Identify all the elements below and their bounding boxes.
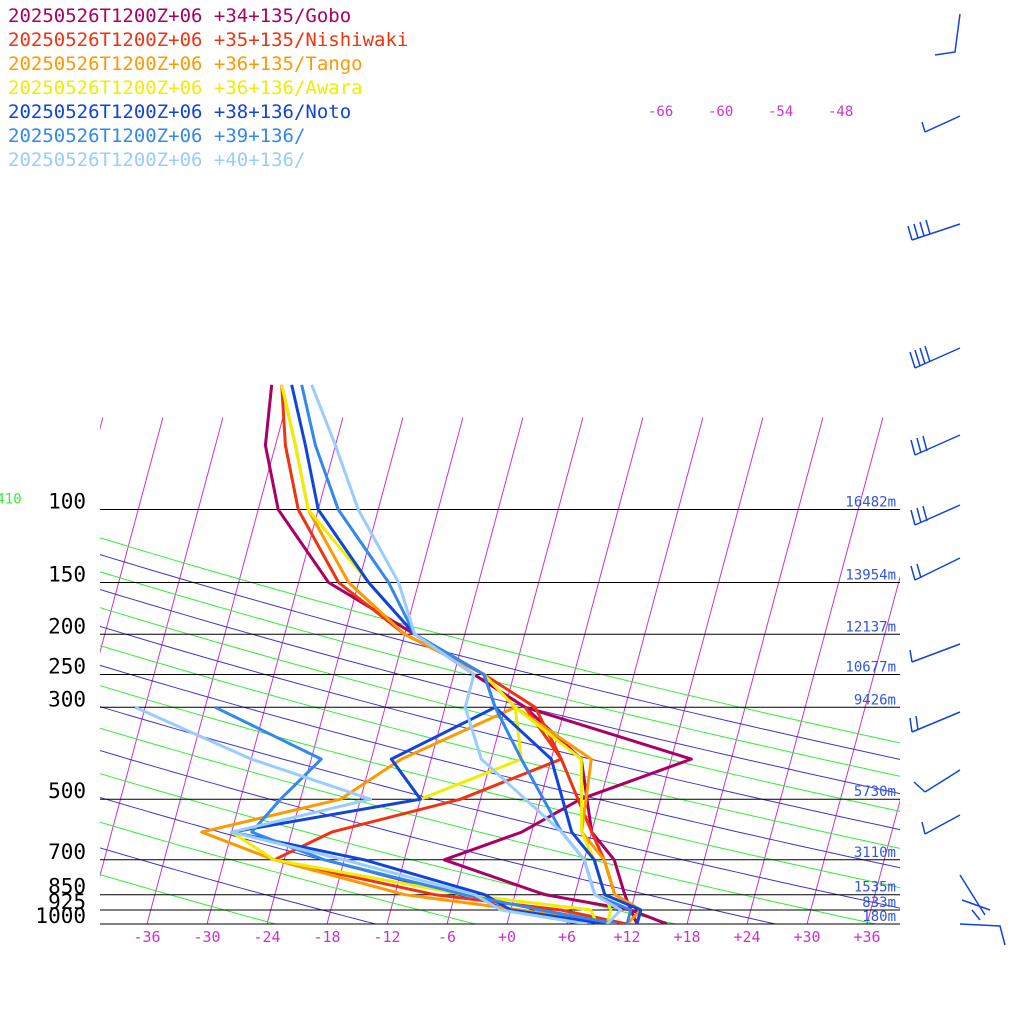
pressure-label: 925 [48,890,86,914]
height-label: 180m [862,909,896,925]
wind-barb [909,345,961,369]
isotherm [446,417,584,924]
isotherm-label: -60 [708,104,733,120]
height-label: 13954m [845,568,896,584]
isotherm [686,417,824,924]
series-lines [134,384,693,924]
isotherm [100,417,164,654]
series-line [310,384,623,924]
dry-adiabat [100,727,876,924]
isotherm [146,417,284,924]
isotherm [326,417,464,924]
pressure-label: 850 [48,875,86,899]
wind-barb [909,643,961,663]
wind-barb [909,711,961,733]
x-tick-label: +6 [558,928,576,946]
theta-label: 410 [0,492,22,508]
x-tick-label: +12 [613,928,640,946]
wind-barb [913,769,961,793]
wind-barb [921,814,961,835]
dry-adiabat [100,706,900,909]
dry-adiabat [100,537,900,744]
dry-adiabat [100,749,776,924]
height-label: 16482m [845,495,896,511]
series-line [134,705,588,924]
height-label: 9426m [854,692,896,708]
dry-adiabat [100,571,900,777]
x-tick-label: -36 [133,928,160,946]
height-label: 12137m [845,619,896,635]
wind-barb [907,219,961,241]
dry-adiabat [100,874,276,924]
pressure-label: 300 [48,687,86,711]
axis-labels: 320330340350360370380390400410-66-60-54-… [0,104,896,946]
wind-barb [910,557,961,581]
dry-adiabat [100,773,676,924]
legend: 20250526T1200Z+06 +34+135/Gobo 20250526T… [8,4,408,172]
x-tick-label: -24 [253,928,280,946]
dry-adiabat [100,588,900,795]
x-tick-label: -6 [438,928,456,946]
dry-adiabat [100,645,900,849]
pressure-label: 150 [48,563,86,587]
legend-entry: 20250526T1200Z+06 +36+136/Awara [8,77,363,99]
x-tick-label: +24 [733,928,760,946]
isotherm [626,417,764,924]
background-grid [100,417,900,924]
isotherm [206,417,344,924]
legend-entry: 20250526T1200Z+06 +40+136/ [8,149,306,171]
wind-barb [921,115,961,133]
x-tick-label: +18 [673,928,700,946]
x-tick-label: -18 [313,928,340,946]
x-tick-label: -12 [373,928,400,946]
wind-barb [934,13,961,56]
wind-barb [959,923,1006,946]
legend-entry: 20250526T1200Z+06 +35+135/Nishiwaki [8,29,409,51]
height-label: 5730m [854,784,896,800]
isotherm [866,799,900,924]
series-line [230,705,608,924]
series-line [230,707,599,924]
isotherm [506,417,644,924]
height-label: 1535m [854,880,896,896]
dry-adiabat [100,664,900,869]
wind-barb [910,504,961,526]
isotherm [266,417,404,924]
x-tick-label: +30 [793,928,820,946]
isotherm [386,417,524,924]
isotherm [100,417,224,878]
series-line [200,705,618,924]
isotherm [806,575,900,924]
dry-adiabat [100,821,476,924]
wind-barb [959,874,991,921]
wind-barbs [907,13,1006,946]
dry-adiabat [100,625,900,831]
wind-barb [910,434,961,456]
pressure-label: 200 [48,614,86,638]
x-tick-label: +36 [853,928,880,946]
legend-entry: 20250526T1200Z+06 +38+136/Noto [8,101,352,123]
legend-entry: 20250526T1200Z+06 +36+135/Tango [8,53,363,75]
pressure-label: 500 [48,779,86,803]
isotherm-label: -48 [828,104,853,120]
isotherm-label: -54 [768,104,793,120]
legend-entry: 20250526T1200Z+06 +39+136/ [8,125,306,147]
isotherm-label: -66 [648,104,673,120]
pressure-label: 1000 [35,904,86,928]
height-label: 10677m [845,659,896,675]
dry-adiabat [100,607,900,812]
pressure-label: 100 [48,490,86,514]
dry-adiabat [100,847,376,924]
height-label: 833m [862,895,896,911]
pressure-label: 250 [48,654,86,678]
pressure-label: 700 [48,840,86,864]
x-tick-label: -30 [193,928,220,946]
height-label: 3110m [854,845,896,861]
x-tick-label: +0 [498,928,516,946]
legend-entry: 20250526T1200Z+06 +34+135/Gobo [8,5,352,27]
